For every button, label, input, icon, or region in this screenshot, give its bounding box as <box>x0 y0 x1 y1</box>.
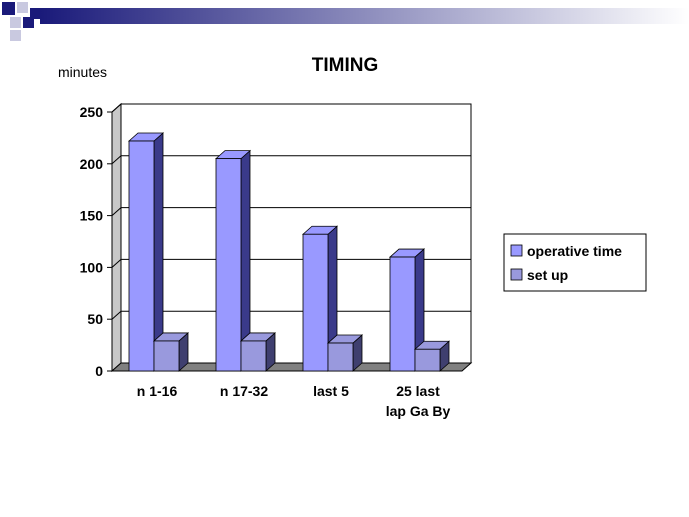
header-square <box>23 17 34 28</box>
bar <box>327 342 354 372</box>
x-tick-label-line: n 1-16 <box>137 383 178 399</box>
bar <box>240 340 267 372</box>
x-tick-label: n 17-32 <box>220 383 268 399</box>
legend-box <box>503 233 647 292</box>
x-tick-label: n 1-16 <box>137 383 178 399</box>
y-tick-label: 250 <box>80 104 104 120</box>
bar <box>128 140 155 372</box>
gridline-depth <box>111 103 122 113</box>
header-square <box>10 17 21 28</box>
y-tick-label: 100 <box>80 259 104 275</box>
x-tick-label-line: n 17-32 <box>220 383 268 399</box>
header-square <box>30 8 41 19</box>
y-tick-label: 0 <box>95 363 103 379</box>
chart-title: TIMING <box>312 55 379 76</box>
left-wall <box>111 102 122 373</box>
gridline-depth <box>111 259 122 268</box>
y-tick-label: 50 <box>87 311 103 327</box>
header-square <box>17 2 28 13</box>
legend-label: operative time <box>527 243 622 259</box>
gridline-depth <box>111 155 122 165</box>
header-square <box>10 30 21 41</box>
legend-label: set up <box>527 267 568 283</box>
chart-legend: operative time set up <box>503 233 647 292</box>
bar <box>215 158 242 372</box>
bar <box>153 340 180 372</box>
gridline-depth <box>111 207 122 216</box>
header-gradient-band <box>40 8 689 24</box>
x-tick-label-line: lap Ga By <box>386 403 451 419</box>
bar <box>302 233 329 372</box>
x-tick-label-line: last 5 <box>313 383 349 399</box>
header-square <box>2 2 15 15</box>
x-tick-label: last 5 <box>313 383 349 399</box>
y-axis-unit-label: minutes <box>58 64 107 80</box>
gridline-depth <box>111 310 122 320</box>
legend-swatch <box>510 244 523 257</box>
x-tick-label: 25 last lap Ga By <box>386 383 451 419</box>
plot-area: 0 50 100 150 200 250 n 1-16 n 17-32 last 5 25 las… <box>80 102 473 419</box>
y-tick-label: 150 <box>80 208 104 224</box>
bar <box>389 256 416 372</box>
x-tick-label-line: 25 last <box>396 383 440 399</box>
bar <box>414 348 441 372</box>
legend-swatch <box>510 268 523 281</box>
y-tick-label: 200 <box>80 156 104 172</box>
